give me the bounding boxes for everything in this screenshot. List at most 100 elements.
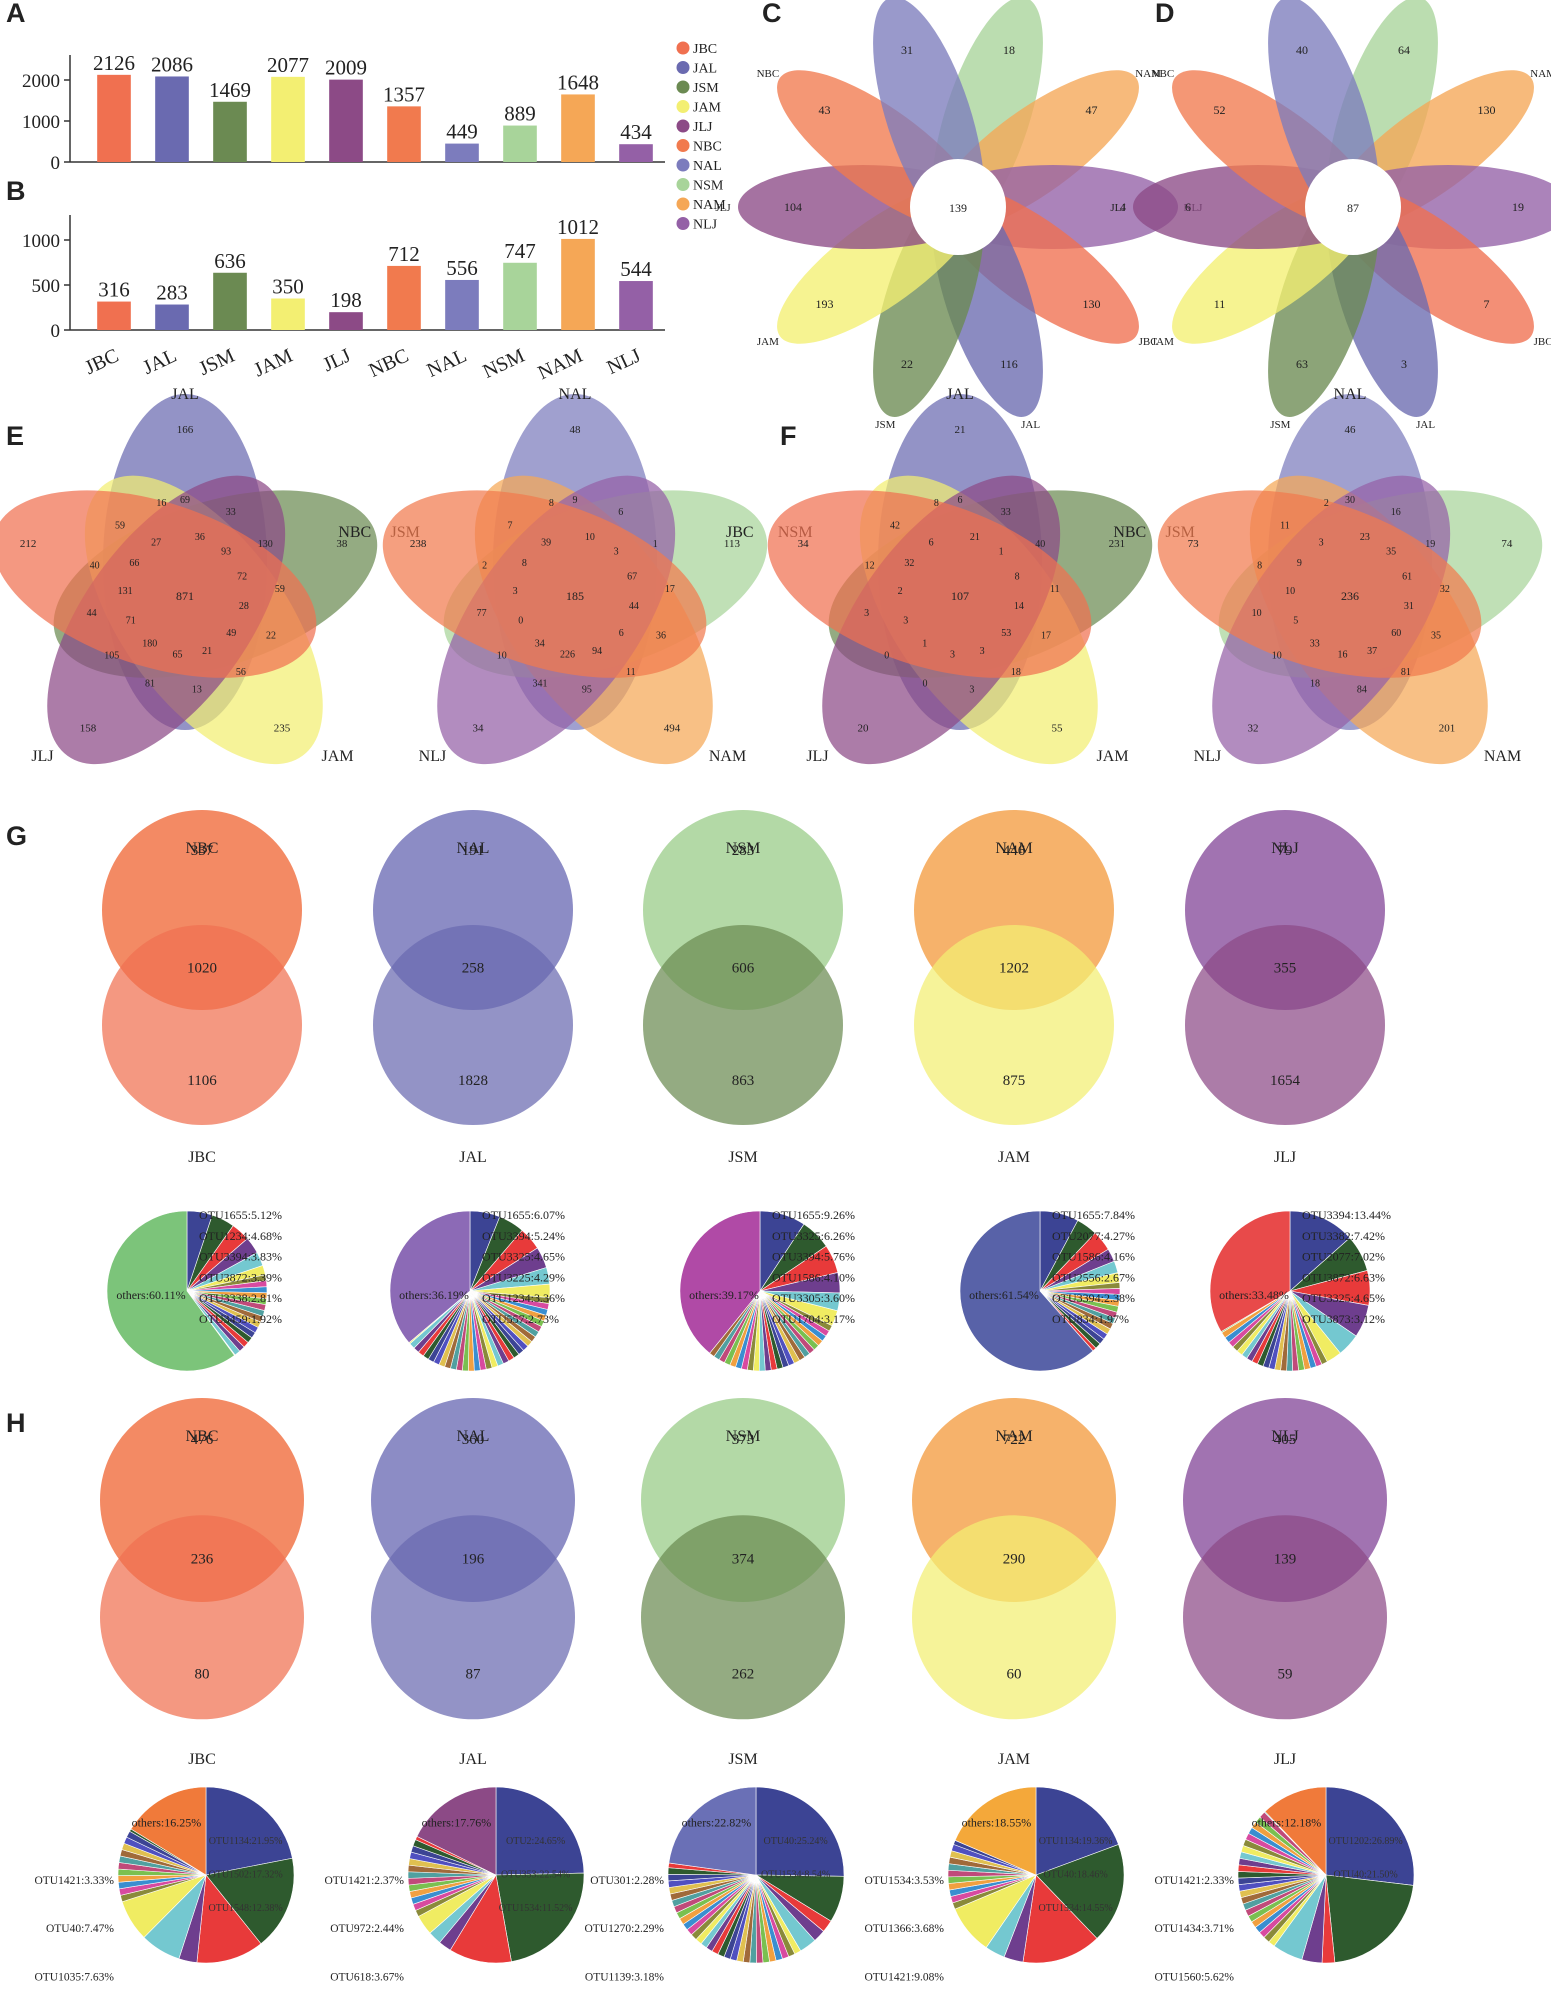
label-NLJ: NLJ [1271, 840, 1299, 857]
overlap-count: 3 [969, 684, 974, 695]
overlap-count: 6 [929, 537, 934, 548]
pie-inner-label: OTU1534:8.54% [761, 1870, 830, 1881]
overlap-count: 341 [533, 678, 548, 689]
count-shared: 1020 [187, 961, 217, 977]
pie-inner-label: OTU40:18.46% [1044, 1870, 1108, 1881]
venn-flower-D: 8764NSM130NAM19NLJ7JBC3JAL63JSM11JAM6JLJ… [1110, 0, 1551, 431]
center-count: 139 [949, 201, 967, 215]
pie-slice [495, 1872, 585, 1962]
count-top-only: 360 [462, 1432, 485, 1448]
bar-value-label: 2077 [267, 53, 309, 77]
overlap-count: 3 [950, 650, 955, 661]
unique-count: 21 [955, 424, 966, 436]
petal-label-JBC: JBC [1534, 336, 1551, 348]
overlap-count: 0 [518, 616, 523, 627]
count-bottom-only: 1106 [187, 1073, 217, 1089]
overlap-count: 37 [1367, 646, 1377, 657]
petal-count-NLJ: 19 [1512, 200, 1524, 214]
pie-callout-label: OTU3338:2.81% [199, 1291, 282, 1305]
overlap-count: 11 [1280, 521, 1290, 532]
unique-count: 231 [1109, 538, 1126, 550]
overlap-count: 69 [180, 495, 190, 506]
pie-callout-label: OTU2077:7.02% [1302, 1250, 1385, 1264]
overlap-count: 1 [999, 546, 1004, 557]
overlap-count: 5 [1293, 616, 1298, 627]
bar-value-label: 636 [214, 249, 246, 273]
venn2-G: NBC JBC 337 1020 1106 NAL JAL 191 258 1828 NSM JSM 2… [102, 810, 1385, 1166]
petal-count-NBC: 52 [1214, 103, 1226, 117]
count-shared: 1202 [999, 961, 1029, 977]
unique-count: 235 [274, 722, 291, 734]
overlap-count: 84 [1357, 684, 1367, 695]
petal-count-NAL: 40 [1296, 43, 1308, 57]
petal-count-JAM: 193 [816, 297, 834, 311]
overlap-count: 35 [1431, 630, 1441, 641]
overlap-count: 0 [923, 678, 928, 689]
pie-callout-label: OTU3872:6.63% [1302, 1270, 1385, 1284]
pie-callout-label: OTU3394:5.24% [482, 1229, 565, 1243]
overlap-count: 11 [626, 667, 636, 678]
bar-value-label: 2009 [325, 56, 367, 80]
pie-callout-label: OTU1421:3.33% [34, 1875, 114, 1887]
bar-chart-B: 0 500 1000 316 JBC 283 JAL 636 JSM 350 JAM 198 JLJ 71… [22, 215, 665, 384]
petal-count-NBC: 43 [819, 103, 831, 117]
pie-callout-label: OTU3873:3.12% [1302, 1312, 1385, 1326]
overlap-count: 59 [115, 521, 125, 532]
overlap-count: 6 [958, 495, 963, 506]
label-NAL: NAL [457, 840, 490, 857]
pie-callout-label: OTU3394:2.38% [1052, 1291, 1135, 1305]
overlap-count: 53 [1001, 628, 1011, 639]
overlap-count: 8 [549, 498, 554, 509]
venn5-F1: 10721JAL231JSM55JAM20JLJ34JBC62133140811… [726, 386, 1195, 765]
overlap-count: 33 [1310, 639, 1320, 650]
x-tick-label: JBC [82, 345, 123, 380]
y-tick-label: 0 [51, 153, 61, 174]
bar-NAL [445, 143, 479, 162]
panel-label-E: E [6, 421, 24, 451]
label-JAL: JAL [459, 1149, 487, 1166]
petal-label-NAM: NAM [1530, 68, 1551, 80]
bar-value-label: 198 [330, 288, 362, 312]
venn5-E1: 871166JAL38JSM235JAM158JLJ212JBC69363393… [0, 386, 420, 765]
unique-count: 46 [1345, 424, 1357, 436]
bar-value-label: 2126 [93, 51, 135, 75]
count-bottom-only: 863 [732, 1073, 755, 1089]
set-label-JBC: JBC [726, 524, 754, 541]
overlap-count: 1 [922, 639, 927, 650]
bar-NSM [503, 262, 537, 330]
unique-count: 34 [798, 538, 810, 550]
pie-callout-label: OTU557:2.73% [482, 1312, 559, 1326]
overlap-count: 10 [1252, 608, 1262, 619]
count-top-only: 373 [732, 1432, 755, 1448]
overlap-count: 11 [1050, 584, 1060, 595]
count-shared: 258 [462, 961, 485, 977]
bar-value-label: 889 [504, 102, 536, 126]
pie-H4: others:18.55% OTU1134:19.36% OTU40:18.46% O… [864, 1786, 1125, 1984]
overlap-count: 10 [1272, 651, 1282, 662]
set-JBC [0, 490, 317, 678]
petal-count-JBC: 7 [1483, 297, 1489, 311]
unique-count: 73 [1188, 538, 1200, 550]
pie-others-label: others:16.25% [132, 1816, 202, 1830]
count-bottom-only: 87 [466, 1667, 482, 1683]
unique-count: 494 [664, 722, 681, 734]
set-label-JLJ: JLJ [31, 748, 53, 765]
overlap-count: 71 [126, 616, 136, 627]
bar-value-label: 1357 [383, 82, 425, 106]
circle-JBC [100, 1515, 304, 1720]
label-JSM: JSM [728, 1149, 757, 1166]
overlap-count: 44 [87, 608, 97, 619]
legend-marker-NAL [676, 158, 690, 172]
count-bottom-only: 262 [732, 1667, 755, 1683]
bar-value-label: 449 [446, 120, 478, 144]
pie-inner-label: OTU1534:11.52% [499, 1903, 573, 1914]
set-label-NLJ: NLJ [1194, 748, 1222, 765]
legend-label-NSM: NSM [693, 179, 724, 194]
overlap-count: 23 [1360, 532, 1370, 543]
circle-JLJ [1185, 925, 1385, 1125]
bar-value-label: 2086 [151, 52, 193, 76]
pie-inner-label: OTU40:25.24% [764, 1836, 828, 1847]
overlap-count: 13 [192, 684, 202, 695]
pie-H1: others:16.25% OTU1134:21.95% OTU1502:17.32… [34, 1786, 295, 1984]
overlap-count: 28 [239, 601, 249, 612]
